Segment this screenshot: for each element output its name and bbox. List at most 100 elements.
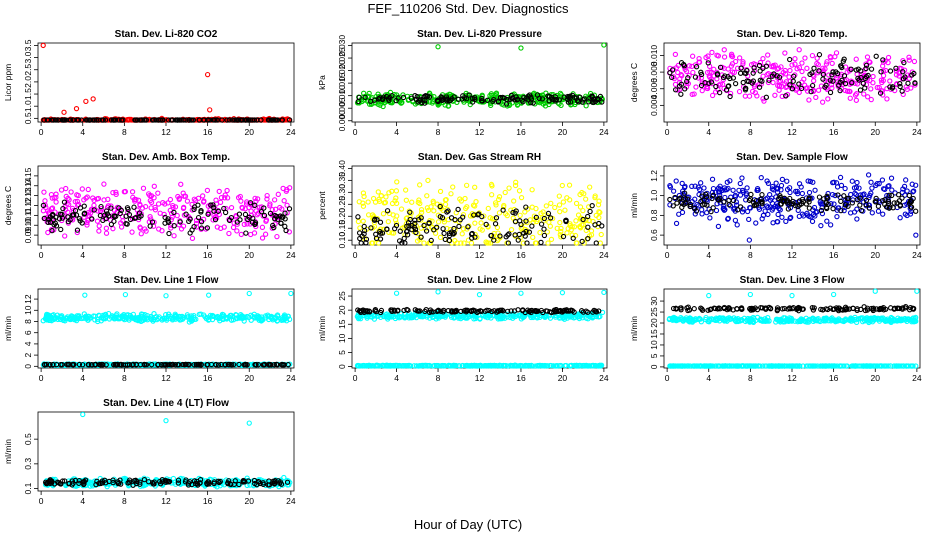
data-point [171,233,177,239]
y-tick-label: 15 [337,319,347,329]
data-point [138,231,144,237]
x-tick-label: 12 [161,373,171,383]
data-point [385,218,391,225]
data-point [103,225,110,231]
data-point [216,188,222,195]
x-tick-label: 20 [245,373,255,383]
data-point [573,95,580,101]
data-point [792,56,798,62]
data-point [885,59,891,66]
data-point [779,176,786,183]
data-point [160,117,166,123]
data-point [587,208,593,215]
data-point [829,60,835,67]
data-point [238,198,244,204]
data-point [41,189,47,195]
data-point [758,175,764,181]
data-point [248,208,254,214]
y-tick-label: 0.030 [337,35,347,57]
data-point [230,224,237,231]
data-point [379,96,386,103]
data-point [409,199,415,205]
y-tick-label: 0.010 [337,85,347,107]
data-point [548,200,554,206]
data-point [228,204,235,211]
data-point [813,94,819,101]
y-tick-label: 2 [23,352,33,357]
data-point [82,292,88,298]
data-point [509,95,516,101]
data-point [557,219,563,226]
series-1 [354,289,607,322]
y-tick-label: 0.15 [23,167,33,184]
data-point [395,95,401,101]
data-point [868,96,874,103]
data-point [456,223,462,230]
data-point [705,57,712,64]
data-point [542,100,548,106]
data-point [854,179,860,186]
data-point [730,187,736,193]
data-point [699,207,705,213]
data-point [897,83,903,90]
data-point [816,52,823,58]
data-point [837,174,844,181]
panel-5: Stan. Dev. Gas Stream RH0 4 8 12 16 20 240.100… [317,152,609,260]
data-point [70,117,76,123]
data-point [222,192,228,198]
x-tick-label: 24 [912,250,922,260]
data-point [792,61,798,67]
data-point [737,55,743,61]
data-point [861,91,867,97]
data-point [224,187,230,194]
plot-frame [351,42,608,123]
data-point [365,199,371,205]
data-point [818,222,824,229]
data-point [118,224,125,230]
data-point [709,92,716,99]
data-point [894,68,900,74]
data-point [200,193,206,199]
data-point [445,96,451,103]
panel-title: Stan. Dev. Li-820 Temp. [737,29,848,40]
data-point [574,97,581,104]
data-point [439,97,446,103]
data-point [865,172,872,178]
data-point [827,89,834,96]
data-point [814,60,820,67]
y-tick-label: 2.5 [23,64,33,76]
x-tick-label: 0 [353,373,358,383]
data-point [895,192,902,198]
data-point [759,192,765,198]
data-point [68,117,74,123]
data-point [375,189,381,195]
data-point [760,55,766,62]
data-point [466,92,472,98]
data-point [243,230,249,236]
data-point [773,180,779,186]
data-point [514,97,520,103]
y-tick-label: 4 [23,341,33,346]
x-tick-label: 16 [516,250,526,260]
panel-title: Stan. Dev. Line 1 Flow [114,275,219,286]
data-point [189,235,196,241]
series-3 [355,306,602,316]
data-point [488,102,494,109]
data-point [495,99,502,105]
data-point [556,193,562,199]
data-point [442,102,448,108]
y-tick-label: 5 [337,350,347,355]
data-point [403,187,409,193]
data-point [727,90,734,97]
y-axis-label: ml/min [317,316,327,341]
data-point [587,184,593,190]
y-tick-label: 0 [23,364,33,369]
data-point [740,59,746,65]
y-tick-label: 0.8 [649,209,659,221]
data-point [721,47,727,53]
data-point [204,187,211,194]
data-point [463,182,470,189]
x-tick-label: 24 [912,127,922,137]
